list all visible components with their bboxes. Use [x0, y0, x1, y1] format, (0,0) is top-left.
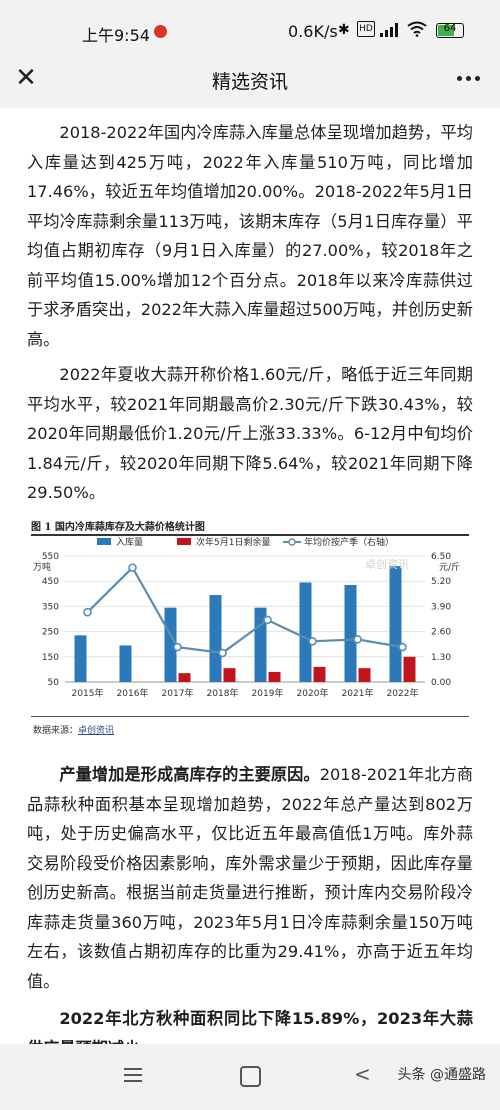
chart-watermark: 卓创资讯 — [365, 558, 409, 571]
figure-title: 图 1 国内冷库蒜库存及大蒜价格统计图 — [31, 522, 205, 533]
title-bar: ✕ 精选资讯 — [0, 52, 500, 108]
bar-remaining — [358, 668, 371, 682]
chart: 550 450 350 250 150 50 万吨 6.50 5.20 3.90 2.60 1.30 0… — [33, 536, 460, 699]
article-paragraph-3: 产量增加是形成高库存的主要原因。2018-2021年北方商品蒜秋种面积基本呈现增… — [0, 760, 500, 996]
x-tick-label: 2019年 — [252, 687, 284, 699]
figure-source-name[interactable]: 卓创资讯 — [78, 726, 115, 736]
navigation-bar: < 头条 @通盛路 — [0, 1044, 500, 1110]
hd-badge: HD — [357, 21, 375, 37]
paragraph-3-body: 2018-2021年北方商品蒜秋种面积基本呈现增加趋势，2022年总产量达到80… — [27, 765, 474, 991]
legend-label: 年均价按产季（右轴） — [304, 536, 394, 548]
y-left-axis-label: 万吨 — [33, 561, 51, 573]
figure: 图 1 国内冷库蒜库存及大蒜价格统计图 550 450 350 250 150 50 万吨 6… — [27, 516, 473, 744]
price-point — [173, 642, 182, 652]
x-tick-label: 2020年 — [297, 687, 329, 699]
y-right-tick-label: 0.00 — [431, 678, 451, 688]
bar-remaining — [268, 671, 281, 682]
legend-swatch — [177, 538, 191, 545]
signal-icon — [380, 23, 402, 37]
price-point — [218, 648, 227, 658]
wifi-icon — [407, 21, 427, 37]
bar-remaining — [403, 656, 416, 682]
x-tick-label: 2017年 — [162, 687, 194, 699]
x-tick-label: 2021年 — [342, 687, 374, 699]
battery-icon: 64 — [436, 23, 464, 38]
bar-remaining — [178, 673, 191, 682]
bar-inbound — [299, 582, 312, 682]
notification-icon — [154, 25, 167, 38]
y-left-tick-label: 450 — [42, 577, 59, 587]
x-tick-label: 2016年 — [117, 687, 149, 699]
source-watermark: 头条 @通盛路 — [397, 1067, 486, 1083]
status-bar: 上午9:54 0.6K/s ✱ HD 64 — [0, 0, 500, 52]
x-tick-label: 2015年 — [72, 687, 104, 699]
network-speed: 0.6K/s — [288, 22, 338, 41]
more-options-icon[interactable] — [457, 76, 480, 81]
x-tick-label: 2018年 — [207, 687, 239, 699]
x-tick-label: 2022年 — [387, 687, 419, 699]
y-right-tick-label: 1.30 — [431, 653, 451, 663]
bluetooth-icon: ✱ — [338, 22, 350, 38]
y-left-tick-label: 550 — [42, 552, 59, 562]
article-paragraph-1: 2018-2022年国内冷库蒜入库量总体呈现增加趋势，平均入库量达到425万吨，… — [27, 123, 473, 349]
y-right-tick-label: 3.90 — [431, 602, 451, 612]
battery-level: 64 — [443, 23, 457, 34]
figure-source: 数据来源：卓创资讯 — [33, 723, 114, 736]
y-right-tick-label: 2.60 — [431, 628, 451, 638]
price-point — [128, 563, 137, 572]
y-right-axis-label: 元/斤 — [439, 562, 460, 573]
price-point — [308, 636, 317, 646]
home-button[interactable] — [240, 1066, 261, 1087]
legend-label: 次年5月1日剩余量 — [196, 536, 270, 548]
y-right-tick-label: 6.50 — [431, 552, 451, 562]
page-title: 精选资讯 — [211, 71, 288, 93]
paragraph-3-lead: 产量增加是形成高库存的主要原因。 — [59, 765, 320, 784]
legend-label: 入库量 — [116, 536, 143, 548]
figure-source-label: 数据来源： — [33, 726, 79, 736]
article-paragraph-4: 2022年北方秋种面积同比下降15.89%，2023年大蒜供应量预期减少 — [27, 1009, 473, 1044]
y-right-tick-label: 5.20 — [431, 577, 451, 587]
bar-remaining — [223, 668, 236, 682]
status-time: 上午9:54 — [82, 26, 150, 45]
price-point — [263, 615, 272, 625]
close-icon[interactable]: ✕ — [15, 63, 37, 93]
legend-swatch — [97, 538, 111, 545]
bar-inbound — [74, 635, 87, 682]
figure-divider-bottom — [31, 716, 469, 717]
bar-inbound — [389, 566, 402, 682]
y-left-tick-label: 150 — [42, 653, 59, 663]
y-left-tick-label: 350 — [42, 602, 59, 612]
bar-inbound — [344, 584, 357, 682]
bar-remaining — [313, 666, 326, 682]
back-button[interactable]: < — [354, 1062, 371, 1086]
figure-divider — [31, 534, 469, 536]
y-left-tick-label: 50 — [48, 678, 60, 688]
legend-swatch-point — [288, 538, 296, 546]
bar-inbound — [164, 607, 177, 682]
y-left-tick-label: 250 — [42, 628, 59, 638]
price-point — [83, 607, 92, 617]
article-content: 2018-2022年国内冷库蒜入库量总体呈现增加趋势，平均入库量达到425万吨，… — [0, 108, 500, 1044]
price-point — [398, 642, 407, 652]
price-point — [353, 635, 362, 644]
article-paragraph-2: 2022年夏收大蒜开称价格1.60元/斤，略低于近三年同期平均水平，较2021年… — [27, 365, 473, 502]
menu-button[interactable] — [124, 1068, 146, 1084]
bar-inbound — [119, 645, 132, 682]
price-line — [86, 565, 403, 655]
bar-inbound — [209, 595, 222, 682]
